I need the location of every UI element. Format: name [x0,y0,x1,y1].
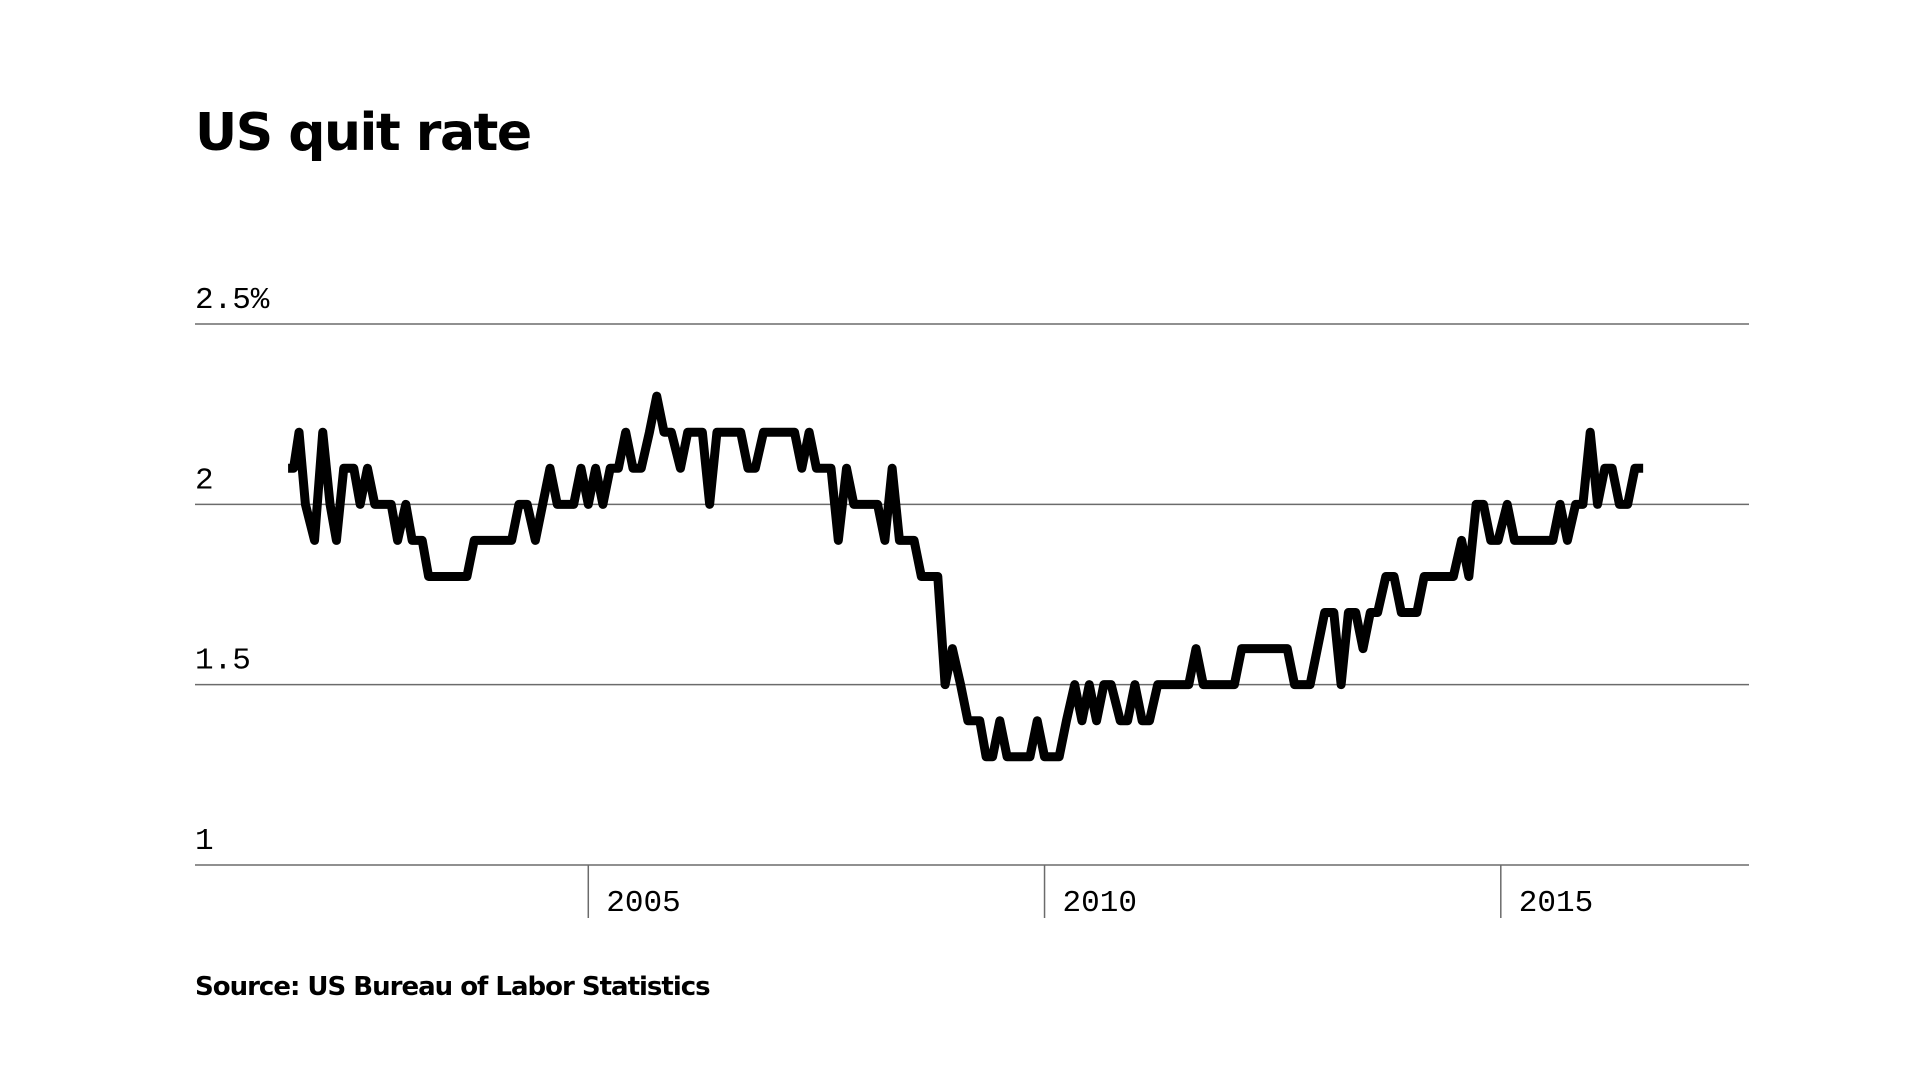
y-tick-label: 2.5% [195,283,270,318]
y-tick-label: 1 [195,824,214,859]
y-tick-label: 1.5 [195,644,251,679]
x-tick-label: 2015 [1519,886,1593,921]
chart-title: US quit rate [195,103,531,163]
x-tick-label: 2005 [606,886,680,921]
source-note: Source: US Bureau of Labor Statistics [195,972,710,1002]
x-tick-label: 2010 [1063,886,1137,921]
y-tick-label: 2 [195,463,214,498]
data-line [288,391,1644,762]
